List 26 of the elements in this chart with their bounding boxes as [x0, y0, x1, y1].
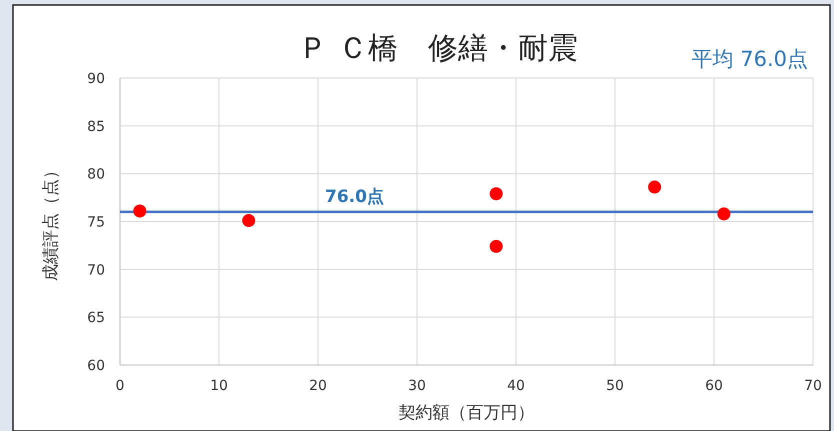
x-tick-label: 70 [804, 378, 822, 394]
x-axis-title: 契約額（百万円） [398, 403, 534, 423]
point [490, 240, 503, 253]
y-tick-label: 75 [87, 214, 105, 230]
x-tick-label: 20 [309, 378, 327, 394]
x-tick-label: 0 [116, 378, 124, 394]
point [717, 207, 730, 220]
x-tick-label: 40 [507, 378, 525, 394]
y-tick-label: 70 [87, 262, 105, 278]
y-tick-label: 80 [87, 166, 105, 183]
x-tick-label: 60 [705, 378, 723, 394]
y-tick-label: 90 [87, 71, 105, 87]
point [242, 214, 256, 228]
point [133, 204, 146, 218]
x-tick-label: 10 [210, 378, 228, 394]
y-axis-title: 成績評点（点） [41, 162, 61, 281]
chart-title: Ｐ Ｃ橋 修繕・耐震 [298, 31, 578, 66]
x-tick-label: 50 [606, 378, 624, 394]
y-tick-label: 85 [87, 118, 105, 135]
point [648, 180, 662, 194]
x-tick-label: 30 [408, 378, 426, 394]
ref-line-label: 76.0点 [325, 186, 384, 207]
text: 平均 76.0点 [692, 47, 808, 71]
y-tick-label: 60 [87, 358, 105, 374]
point [490, 187, 503, 200]
y-tick-label: 65 [87, 310, 105, 326]
